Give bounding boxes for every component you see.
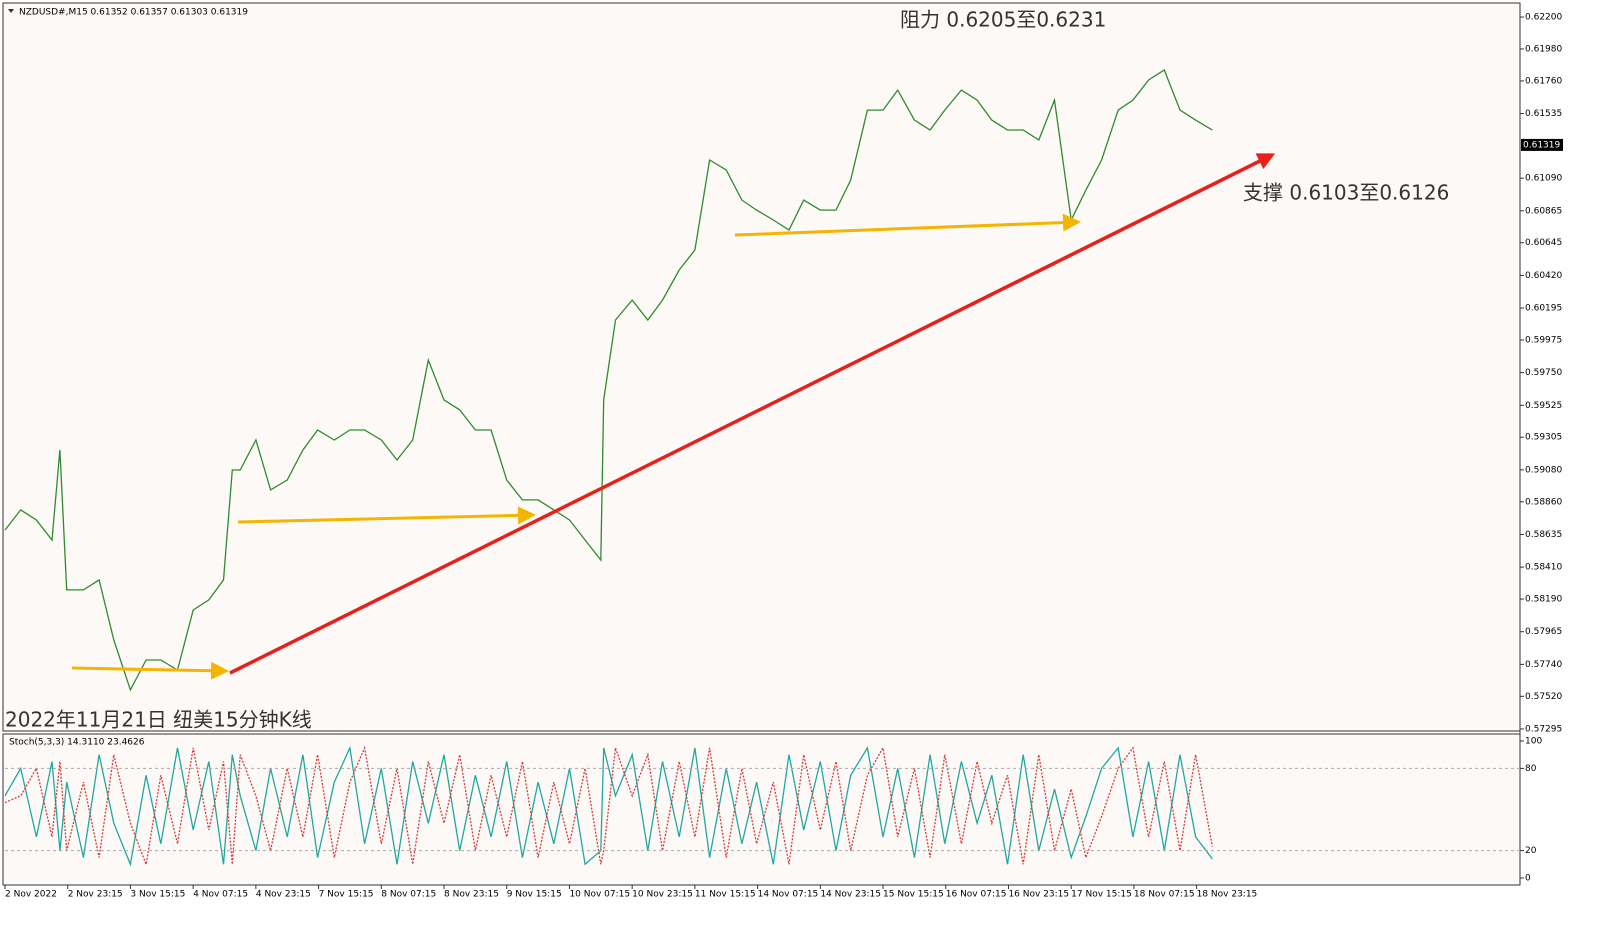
y-tick-label: 0.57295 [1525, 724, 1562, 734]
last-price-label: 0.61319 [1523, 140, 1560, 150]
x-tick-label: 10 Nov 07:15 [569, 890, 630, 900]
y-tick-label: 0.61980 [1525, 44, 1562, 54]
price-pane [2, 2, 1521, 732]
y-tick-label: 0.60420 [1525, 271, 1562, 281]
y-tick-label: 20 [1525, 846, 1537, 856]
y-tick-label: 0.59750 [1525, 368, 1562, 378]
x-tick-label: 8 Nov 07:15 [381, 890, 436, 900]
x-tick-label: 17 Nov 15:15 [1071, 890, 1132, 900]
annotation-arrows [71, 153, 1276, 680]
yellow-arrow [237, 506, 536, 525]
y-tick-label: 0.59525 [1525, 401, 1562, 411]
x-tick-label: 8 Nov 23:15 [444, 890, 499, 900]
x-tick-label: 11 Nov 15:15 [695, 890, 756, 900]
chart-title: NZDUSD#,M15 0.61352 0.61357 0.61303 0.61… [19, 8, 248, 18]
x-tick-label: 14 Nov 07:15 [758, 890, 819, 900]
x-tick-label: 4 Nov 07:15 [193, 890, 248, 900]
x-tick-label: 3 Nov 15:15 [130, 890, 185, 900]
y-tick-label: 0.59080 [1525, 465, 1562, 475]
series-line [4, 69, 1213, 692]
stoch-pane [2, 733, 1521, 886]
y-tick-label: 0.62200 [1525, 13, 1562, 23]
y-tick-label: 0.61760 [1525, 76, 1562, 86]
chart-note: 2022年11月21日 纽美15分钟K线 [5, 708, 312, 732]
y-tick-label: 0 [1525, 874, 1531, 884]
yellow-arrow [734, 213, 1081, 237]
support-note: 支撑 0.6103至0.6126 [1243, 181, 1449, 205]
x-tick-label: 10 Nov 23:15 [632, 890, 693, 900]
menu-arrow [8, 9, 14, 13]
x-tick-label: 18 Nov 23:15 [1197, 890, 1258, 900]
y-tick-label: 80 [1525, 764, 1537, 774]
x-tick-label: 16 Nov 23:15 [1008, 890, 1069, 900]
y-tick-label: 0.61535 [1525, 109, 1562, 119]
x-tick-label: 18 Nov 07:15 [1134, 890, 1195, 900]
stoch-title: Stoch(5,3,3) 14.3110 23.4626 [9, 738, 145, 748]
yellow-arrow [71, 661, 229, 680]
x-tick-label: 4 Nov 23:15 [256, 890, 311, 900]
resistance-note: 阻力 0.6205至0.6231 [900, 8, 1106, 32]
y-tick-label: 0.60195 [1525, 304, 1562, 314]
y-tick-label: 0.58635 [1525, 530, 1562, 540]
x-tick-label: 9 Nov 15:15 [507, 890, 562, 900]
y-tick-label: 0.58410 [1525, 563, 1562, 573]
y-tick-label: 0.60865 [1525, 206, 1562, 216]
y-tick-label: 0.58860 [1525, 497, 1562, 507]
series-line [4, 745, 1213, 867]
x-tick-label: 2 Nov 23:15 [68, 890, 123, 900]
y-tick-label: 0.59975 [1525, 335, 1562, 345]
y-tick-label: 0.57740 [1525, 660, 1562, 670]
x-tick-label: 15 Nov 15:15 [883, 890, 944, 900]
x-tick-label: 14 Nov 23:15 [820, 890, 881, 900]
y-tick-label: 0.59305 [1525, 433, 1562, 443]
trend-arrow [229, 153, 1276, 675]
y-tick-label: 0.57520 [1525, 692, 1562, 702]
x-tick-label: 7 Nov 15:15 [319, 890, 374, 900]
x-tick-label: 16 Nov 07:15 [946, 890, 1007, 900]
y-tick-label: 100 [1525, 737, 1542, 747]
y-tick-label: 0.61090 [1525, 174, 1562, 184]
y-tick-label: 0.58190 [1525, 595, 1562, 605]
x-tick-label: 2 Nov 2022 [5, 890, 57, 900]
y-tick-label: 0.57965 [1525, 627, 1562, 637]
last-price-box [1521, 138, 1563, 151]
y-tick-label: 0.60645 [1525, 238, 1562, 248]
